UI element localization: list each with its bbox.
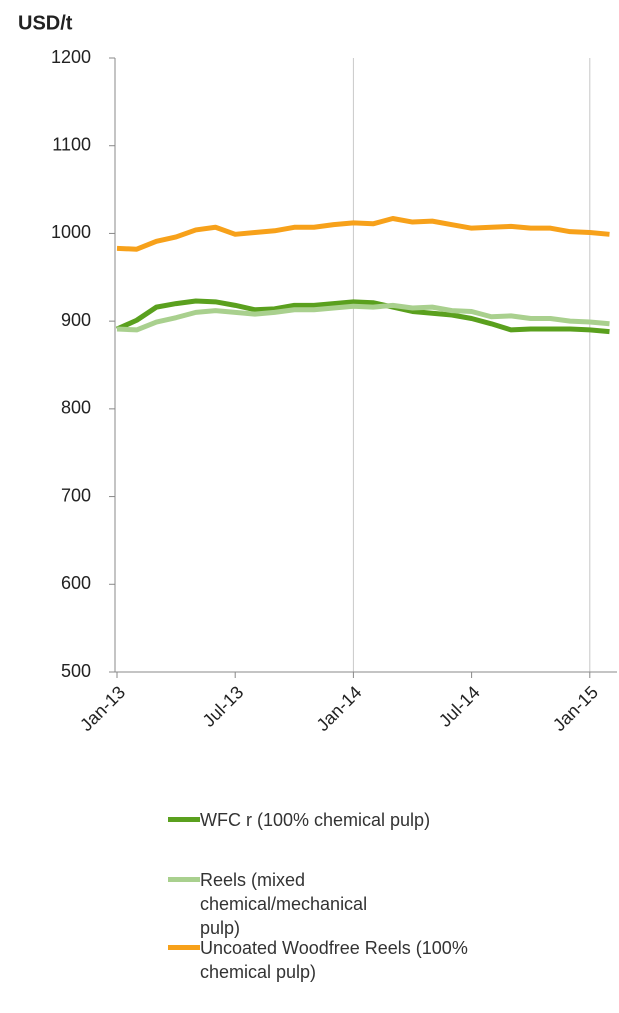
y-tick-label: 1100 xyxy=(52,134,91,154)
x-tick-label: Jul-13 xyxy=(199,682,248,731)
y-tick-label: 700 xyxy=(61,485,91,505)
legend-label: Uncoated Woodfree Reels (100% chemical p… xyxy=(200,938,468,982)
legend-swatch xyxy=(168,877,200,882)
x-tick-label: Jul-14 xyxy=(435,682,484,731)
legend-label: WFC r (100% chemical pulp) xyxy=(200,810,431,830)
legend-label: Reels (mixed chemical/mechanical pulp) xyxy=(200,870,368,938)
y-tick-label: 1000 xyxy=(51,222,91,242)
legend-swatch xyxy=(168,817,200,822)
legend-item: Uncoated Woodfree Reels (100% chemical p… xyxy=(168,936,540,984)
x-tick-label: Jan-13 xyxy=(76,682,129,735)
y-tick-label: 1200 xyxy=(51,47,91,67)
y-tick-label: 900 xyxy=(61,310,91,330)
legend-item: WFC r (100% chemical pulp) xyxy=(168,808,540,832)
legend-swatch xyxy=(168,945,200,950)
series-line xyxy=(115,298,610,335)
y-tick-label: 500 xyxy=(61,661,91,681)
legend-item: Reels (mixed chemical/mechanical pulp) xyxy=(168,868,400,940)
series-line xyxy=(116,216,610,252)
chart: USD/t Jan-13 Jul-13 Jan-14 Jul-14 Jan-15 500 6… xyxy=(18,12,617,735)
y-tick-label: 800 xyxy=(61,398,91,418)
series-line xyxy=(116,302,610,333)
y-tick-label: 600 xyxy=(61,573,91,593)
y-axis-title: USD/t xyxy=(18,12,73,34)
x-tick-label: Jan-15 xyxy=(549,682,602,735)
x-tick-label: Jan-14 xyxy=(313,682,366,735)
